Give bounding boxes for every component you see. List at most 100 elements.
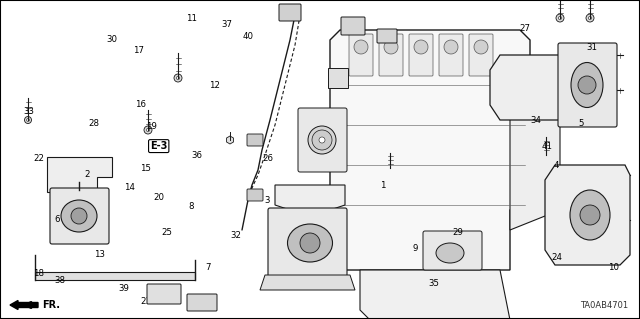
Polygon shape — [545, 165, 630, 265]
FancyBboxPatch shape — [349, 34, 373, 76]
Circle shape — [284, 278, 287, 281]
Circle shape — [542, 151, 550, 159]
Text: 35: 35 — [428, 279, 440, 288]
Polygon shape — [227, 136, 234, 144]
Text: 30: 30 — [106, 35, 118, 44]
Circle shape — [607, 88, 610, 92]
Text: 23: 23 — [570, 218, 582, 227]
Polygon shape — [260, 275, 355, 290]
FancyBboxPatch shape — [409, 34, 433, 76]
Circle shape — [147, 129, 150, 132]
Text: TA0AB4701: TA0AB4701 — [580, 301, 628, 310]
Text: FR.: FR. — [42, 300, 60, 310]
Circle shape — [282, 277, 289, 284]
Circle shape — [586, 14, 594, 22]
Text: 8: 8 — [188, 202, 193, 211]
Circle shape — [614, 171, 622, 179]
Circle shape — [545, 153, 548, 157]
Polygon shape — [510, 70, 560, 230]
Polygon shape — [328, 68, 348, 88]
Circle shape — [354, 40, 368, 54]
Circle shape — [174, 74, 182, 82]
Text: 17: 17 — [132, 46, 144, 55]
Circle shape — [24, 116, 31, 123]
Circle shape — [300, 233, 320, 253]
Text: 6: 6 — [55, 215, 60, 224]
Circle shape — [614, 216, 622, 224]
Circle shape — [616, 219, 620, 222]
FancyBboxPatch shape — [469, 34, 493, 76]
Circle shape — [604, 86, 612, 94]
Text: 36: 36 — [191, 151, 203, 160]
Text: 4: 4 — [554, 161, 559, 170]
FancyBboxPatch shape — [268, 208, 347, 277]
Circle shape — [144, 126, 152, 134]
FancyBboxPatch shape — [377, 29, 397, 43]
Text: 21: 21 — [140, 297, 152, 306]
Text: 10: 10 — [607, 263, 619, 272]
Circle shape — [556, 14, 564, 22]
Text: 26: 26 — [262, 154, 273, 163]
Text: 28: 28 — [88, 119, 99, 128]
Text: 14: 14 — [124, 183, 135, 192]
Circle shape — [432, 263, 438, 269]
Ellipse shape — [571, 63, 603, 108]
FancyBboxPatch shape — [50, 188, 109, 244]
Circle shape — [604, 51, 612, 59]
Text: 15: 15 — [140, 164, 152, 173]
FancyArrow shape — [10, 300, 38, 309]
FancyBboxPatch shape — [247, 134, 263, 146]
Ellipse shape — [61, 200, 97, 232]
Ellipse shape — [308, 126, 336, 154]
Circle shape — [462, 263, 468, 269]
Text: 37: 37 — [221, 20, 233, 29]
Circle shape — [444, 40, 458, 54]
Text: 2: 2 — [84, 170, 90, 179]
Polygon shape — [35, 272, 195, 280]
Text: E-3: E-3 — [150, 141, 168, 151]
FancyBboxPatch shape — [147, 284, 181, 304]
Text: 24: 24 — [551, 253, 563, 262]
Circle shape — [607, 53, 610, 56]
FancyBboxPatch shape — [379, 34, 403, 76]
Circle shape — [71, 208, 87, 224]
Text: 18: 18 — [33, 269, 44, 278]
Circle shape — [326, 277, 333, 284]
FancyBboxPatch shape — [298, 108, 347, 172]
Text: 27: 27 — [519, 24, 531, 33]
Text: 5: 5 — [579, 119, 584, 128]
Circle shape — [464, 265, 466, 267]
Text: 1: 1 — [380, 181, 385, 189]
Ellipse shape — [570, 190, 610, 240]
Text: 40: 40 — [243, 32, 254, 41]
FancyBboxPatch shape — [187, 294, 217, 311]
Circle shape — [558, 16, 562, 19]
Circle shape — [386, 164, 394, 172]
Circle shape — [616, 174, 620, 177]
Ellipse shape — [436, 243, 464, 263]
Circle shape — [474, 40, 488, 54]
Polygon shape — [275, 185, 345, 210]
FancyBboxPatch shape — [279, 4, 301, 21]
FancyBboxPatch shape — [439, 34, 463, 76]
Circle shape — [580, 205, 600, 225]
Text: 25: 25 — [161, 228, 172, 237]
Circle shape — [386, 244, 394, 252]
Text: 29: 29 — [452, 228, 463, 237]
Circle shape — [312, 130, 332, 150]
Text: 39: 39 — [118, 284, 129, 293]
Text: 9: 9 — [412, 244, 417, 253]
Circle shape — [177, 76, 180, 80]
Circle shape — [388, 246, 392, 249]
Text: 12: 12 — [209, 81, 220, 90]
Text: 34: 34 — [531, 116, 542, 125]
Text: 33: 33 — [23, 107, 35, 115]
FancyBboxPatch shape — [423, 231, 482, 270]
Text: 11: 11 — [186, 14, 198, 23]
Text: 32: 32 — [230, 231, 241, 240]
FancyBboxPatch shape — [247, 189, 263, 201]
Circle shape — [328, 278, 332, 281]
Text: 22: 22 — [33, 154, 44, 163]
Circle shape — [578, 76, 596, 94]
Text: 19: 19 — [146, 122, 156, 131]
